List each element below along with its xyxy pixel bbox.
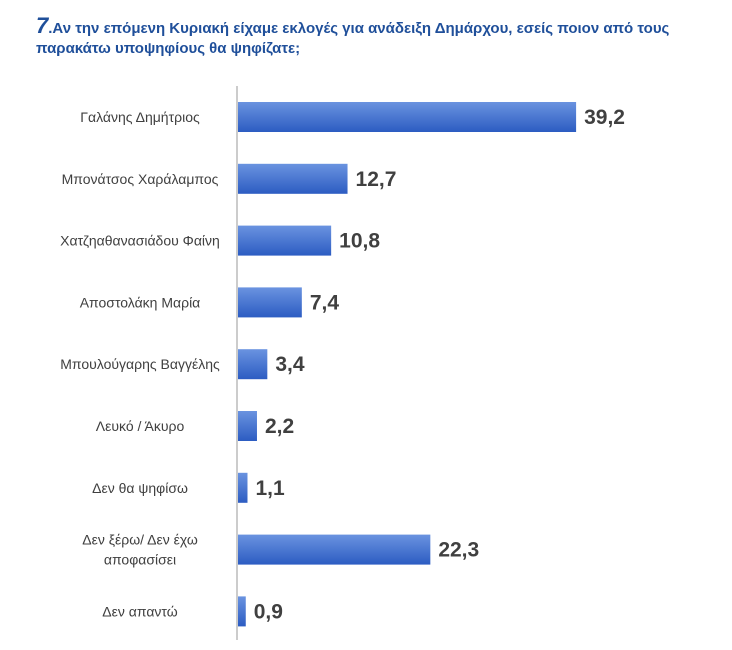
category-label-7-line-1: αποφασίσει: [104, 552, 176, 568]
bar-8: [238, 596, 246, 627]
category-label-5: Λευκό / Άκυρο: [96, 418, 185, 434]
value-label-3: 7,4: [310, 291, 340, 314]
value-label-6: 1,1: [255, 477, 285, 500]
bar-2: [238, 225, 332, 256]
value-label-2: 10,8: [339, 230, 380, 253]
bar-4: [238, 349, 268, 380]
bar-6: [238, 472, 248, 503]
category-label-0: Γαλάνης Δημήτριος: [80, 109, 200, 125]
value-label-1: 12,7: [356, 168, 397, 191]
bar-5: [238, 411, 257, 441]
question-number: 7: [36, 13, 49, 38]
chart-marks: 39,2 Γαλάνης Δημήτριος 12,7 Μπονάτσος Χαράλ…: [60, 102, 625, 627]
value-label-5: 2,2: [265, 415, 294, 438]
category-label-3: Αποστολάκη Μαρία: [80, 294, 201, 310]
bar-0: [238, 102, 577, 132]
value-label-4: 3,4: [275, 353, 305, 376]
category-label-7-line-0: Δεν ξέρω/ Δεν έχω: [82, 532, 198, 548]
question-title: 7.Αν την επόμενη Κυριακή είχαμε εκλογές …: [36, 13, 716, 59]
bar-3: [238, 287, 302, 318]
value-label-0: 39,2: [584, 106, 625, 129]
category-label-1: Μπονάτσος Χαράλαμπος: [62, 171, 219, 187]
category-label-8: Δεν απαντώ: [102, 603, 177, 619]
value-label-7: 22,3: [438, 539, 479, 562]
category-label-4: Μπουλούγαρης Βαγγέλης: [60, 356, 220, 372]
bar-7: [238, 534, 431, 565]
bar-1: [238, 163, 348, 194]
category-label-6: Δεν θα ψηφίσω: [92, 480, 188, 496]
value-label-8: 0,9: [254, 600, 283, 623]
question-text: .Αν την επόμενη Κυριακή είχαμε εκλογές γ…: [36, 20, 670, 57]
category-label-2: Χατζηαθανασιάδου Φαίνη: [60, 233, 220, 249]
